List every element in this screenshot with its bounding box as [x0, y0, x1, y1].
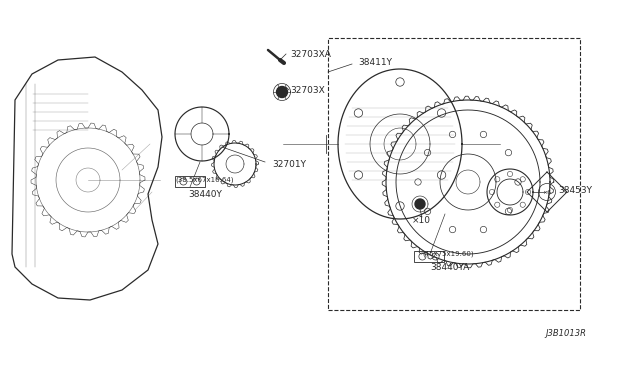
Text: 32703X: 32703X [290, 86, 324, 94]
Text: (45x75x19.60): (45x75x19.60) [422, 251, 474, 257]
Text: ×6: ×6 [543, 189, 552, 195]
Text: J3B1013R: J3B1013R [545, 330, 586, 339]
Text: (38.5x67x16.64): (38.5x67x16.64) [175, 177, 234, 183]
Circle shape [415, 199, 425, 209]
Bar [414, 251, 444, 262]
Text: ×10: ×10 [412, 215, 431, 224]
Text: 38440Y: 38440Y [188, 189, 222, 199]
Circle shape [276, 87, 287, 97]
Text: 32703XA: 32703XA [290, 49, 331, 58]
Text: 38453Y: 38453Y [558, 186, 592, 195]
Text: 32701Y: 32701Y [272, 160, 306, 169]
Text: 38411Y: 38411Y [358, 58, 392, 67]
Text: 38440YA: 38440YA [430, 263, 469, 272]
Bar [175, 176, 205, 187]
Bar [328, 38, 580, 310]
